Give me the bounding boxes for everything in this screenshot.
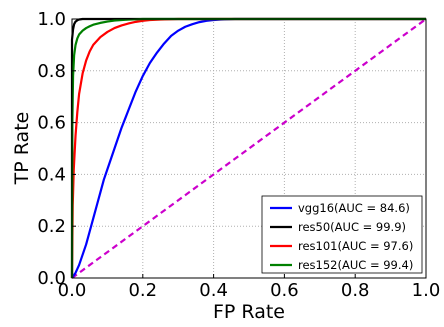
legend-label: vgg16(AUC = 84.6) <box>298 201 410 215</box>
x-tick-label: 0.6 <box>270 280 299 301</box>
legend-label: res152(AUC = 99.4) <box>298 258 413 272</box>
x-tick-label: 0.2 <box>128 280 157 301</box>
x-axis-ticks: 0.0 0.2 0.4 0.6 0.8 1.0 <box>58 274 441 301</box>
y-axis-ticks: 0.0 0.2 0.4 0.6 0.8 1.0 <box>37 9 76 289</box>
x-axis-label: FP Rate <box>213 301 285 323</box>
x-tick-label: 0.8 <box>341 280 370 301</box>
legend-label: res101(AUC = 97.6) <box>298 239 413 253</box>
y-tick-label: 0.4 <box>37 164 66 185</box>
reference-diagonal-line <box>71 18 427 279</box>
y-tick-label: 0.0 <box>37 268 66 289</box>
x-tick-label: 0.0 <box>58 280 87 301</box>
plot-frame <box>71 18 427 279</box>
y-tick-label: 0.2 <box>37 216 66 237</box>
y-tick-label: 0.8 <box>37 61 66 82</box>
legend-label: res50(AUC = 99.9) <box>298 220 406 234</box>
reference-line-group <box>71 18 427 279</box>
y-tick-label: 0.6 <box>37 113 66 134</box>
x-tick-label: 0.4 <box>199 280 228 301</box>
x-tick-label: 1.0 <box>412 280 441 301</box>
y-tick-label: 1.0 <box>37 9 66 30</box>
y-axis-label: TP Rate <box>11 112 33 186</box>
legend: vgg16(AUC = 84.6) res50(AUC = 99.9) res101… <box>261 195 423 274</box>
